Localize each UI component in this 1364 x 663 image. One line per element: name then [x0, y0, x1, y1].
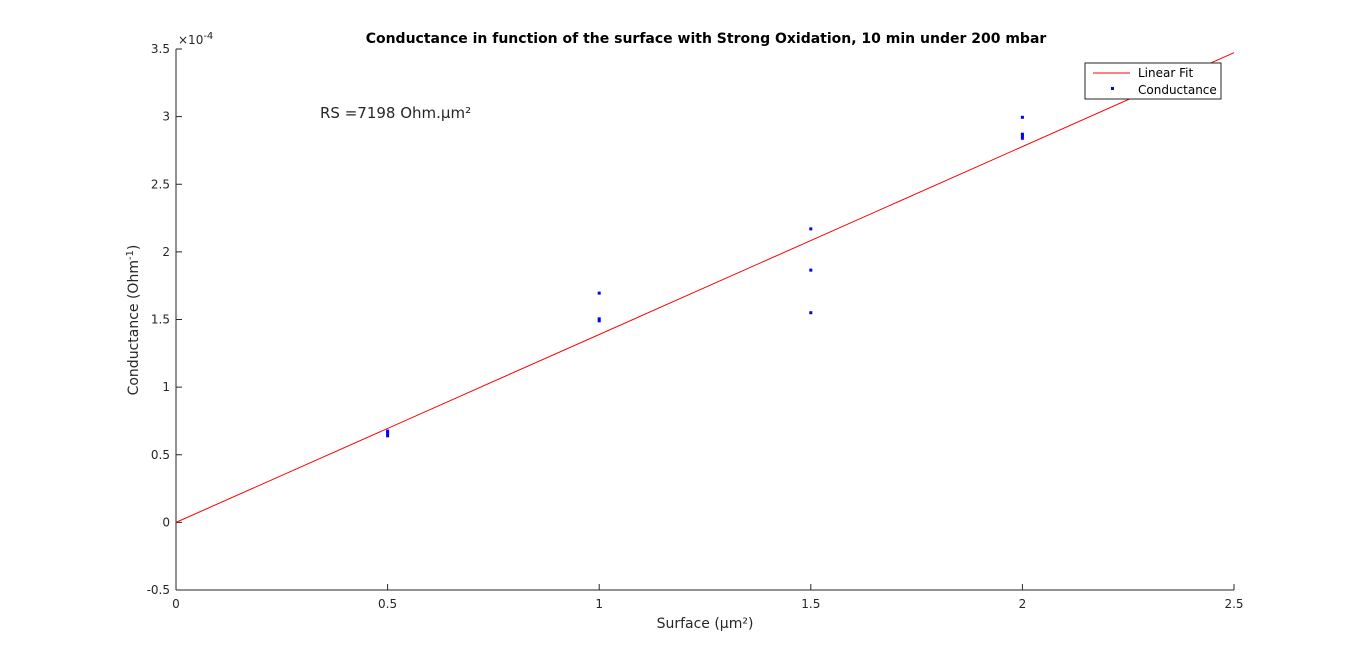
y-axis-label: Conductance (Ohm-1): [125, 245, 142, 396]
x-ticks: 0 0.5 1 1.5 2 2.5: [172, 584, 1244, 611]
y-tick-label: 1: [162, 380, 170, 394]
y-tick-label: 0: [162, 515, 170, 529]
legend-label-linear-fit: Linear Fit: [1138, 66, 1193, 80]
conductance-point: [597, 319, 601, 323]
rs-annotation: RS =7198 Ohm.µm²: [320, 104, 471, 122]
linear-fit-line: [175, 52, 1235, 523]
conductance-point: [597, 317, 601, 321]
conductance-point: [386, 429, 390, 433]
y-tick-label: 0.5: [151, 448, 170, 462]
x-tick-label: 0: [172, 597, 180, 611]
x-axis-label: Surface (µm²): [657, 616, 754, 632]
y-tick-label: 3.5: [151, 42, 170, 56]
conductance-point: [1020, 132, 1024, 136]
conductance-point: [386, 431, 390, 435]
legend: Linear Fit Conductance: [1084, 62, 1222, 100]
conductance-point: [809, 268, 813, 272]
y-axis-label-main: Conductance (Ohm: [126, 260, 142, 395]
y-tick-label: -0.5: [147, 583, 170, 597]
y-tick-label: 1.5: [151, 313, 170, 327]
y-tick-label: 2.5: [151, 177, 170, 191]
y-multiplier: ×10-4: [178, 31, 213, 47]
y-multiplier-base: ×10: [178, 33, 203, 47]
x-tick-label: 1.5: [801, 597, 820, 611]
y-multiplier-exponent: -4: [203, 31, 213, 42]
x-tick-label: 0.5: [378, 597, 397, 611]
legend-box: [1084, 62, 1222, 100]
x-tick-label: 2.5: [1224, 597, 1243, 611]
legend-label-conductance: Conductance: [1138, 83, 1217, 97]
conductance-point: [809, 227, 813, 231]
y-axis-label-superscript: -1: [125, 250, 136, 260]
y-tick-label: 2: [162, 245, 170, 259]
x-tick-label: 1: [595, 597, 603, 611]
conductance-point: [597, 291, 601, 295]
series-layer: [175, 52, 1235, 523]
conductance-point: [1020, 115, 1024, 119]
conductance-point: [1020, 136, 1024, 140]
chart-title: Conductance in function of the surface w…: [366, 31, 1047, 47]
y-axis-label-close: ): [126, 245, 142, 250]
legend-point-swatch: [1111, 87, 1114, 90]
y-tick-label: 3: [162, 110, 170, 124]
x-tick-label: 2: [1019, 597, 1027, 611]
conductance-point: [809, 311, 813, 315]
plot-area: 0 0.5 1 1.5 2 2.5 -0.500.511.522.533.5: [147, 42, 1244, 611]
conductance-point: [386, 434, 390, 438]
y-ticks: -0.5 0 0.5 1 1.5 2 2.5 3 3.5: [147, 42, 182, 597]
